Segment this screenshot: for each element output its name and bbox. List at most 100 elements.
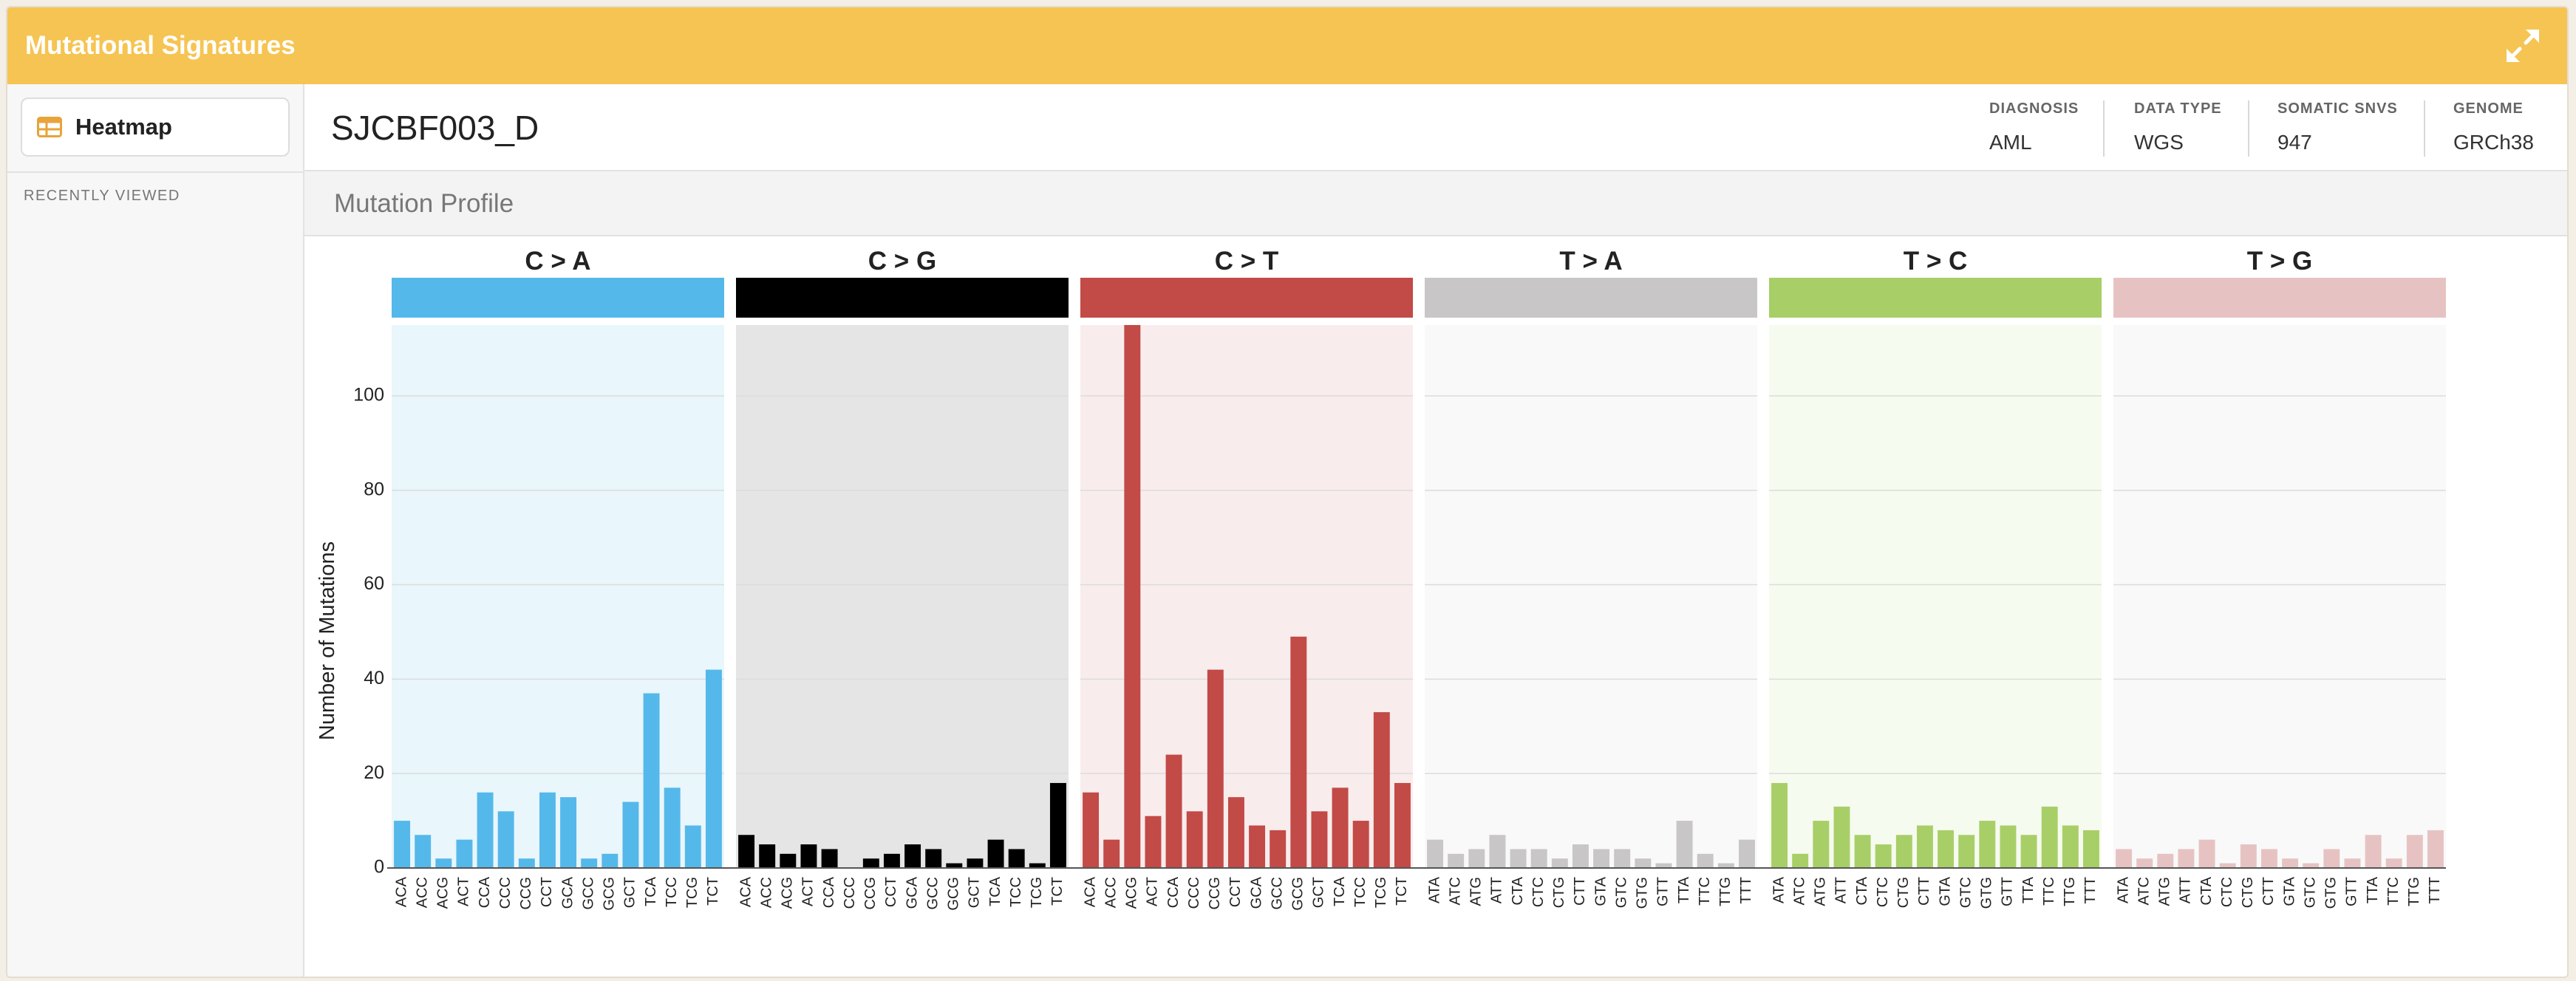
tick-label: ACA (393, 876, 409, 907)
tick-label: GCC (580, 877, 596, 909)
tick-label: TTC (2041, 877, 2057, 906)
bar (904, 844, 921, 868)
bar (2282, 858, 2299, 868)
bar (1207, 669, 1224, 868)
y-tick-label: 0 (374, 857, 384, 878)
bar (1530, 849, 1547, 868)
bar (1854, 835, 1871, 868)
tick-label: GTG (1979, 877, 1995, 909)
tick-label: TTA (2020, 876, 2037, 903)
tick-label: TTG (2406, 877, 2422, 906)
tick-label: TCA (987, 876, 1004, 906)
bar (1249, 825, 1266, 868)
tick-label: ATT (2178, 877, 2194, 903)
tick-label: GTA (2281, 876, 2297, 906)
bar (1593, 849, 1610, 868)
bar (2062, 825, 2079, 868)
bar (643, 693, 660, 868)
meta-divider (2248, 100, 2249, 157)
tick-label: CCA (1165, 876, 1182, 908)
bar (1468, 849, 1485, 868)
tick-label: GCT (967, 877, 983, 908)
tick-label: ACA (737, 876, 754, 907)
bar (1916, 825, 1933, 868)
tick-label: GCT (1311, 877, 1327, 908)
bar (1124, 325, 1141, 868)
tick-label: CCT (1227, 877, 1244, 907)
app-title: Mutational Signatures (25, 31, 296, 60)
sidebar-divider (7, 171, 303, 173)
bar (1833, 806, 1850, 868)
meta-label: DIAGNOSIS (1989, 100, 2079, 117)
bar (1813, 821, 1830, 868)
tick-label: ACG (435, 877, 452, 909)
tick-label: CTG (2240, 877, 2256, 908)
tick-label: ACC (758, 877, 774, 908)
tick-label: ACG (780, 877, 796, 909)
tick-label: CTA (1854, 876, 1870, 905)
y-tick-label: 40 (364, 668, 384, 688)
bar (497, 811, 514, 868)
bar (518, 858, 535, 868)
tick-label: ATA (1426, 876, 1442, 903)
y-axis-label: Number of Mutations (316, 541, 339, 740)
bar (1676, 821, 1693, 868)
tick-label: CTA (1510, 876, 1526, 905)
nav-heatmap-button[interactable]: Heatmap (21, 98, 290, 157)
bar (2219, 863, 2236, 868)
bar (738, 835, 755, 868)
meta-value: AML (1989, 131, 2032, 154)
bar (2082, 830, 2099, 868)
tick-label: CTC (2219, 877, 2235, 907)
bar (821, 849, 838, 868)
panel-title: T > C (1904, 247, 1968, 276)
bar (987, 839, 1004, 868)
bar (2020, 835, 2037, 868)
bar (1771, 782, 1788, 868)
panel-strip (1080, 278, 1413, 318)
bar (2116, 849, 2133, 868)
meta-label: SOMATIC SNVS (2277, 100, 2398, 117)
tick-label: ACT (800, 877, 817, 906)
bar (1145, 816, 1162, 868)
tick-label: TCC (664, 877, 680, 907)
expand-button[interactable] (2501, 24, 2545, 68)
tick-label: ATC (1791, 877, 1807, 906)
tick-label: CTT (2260, 877, 2277, 906)
bar (1875, 844, 1892, 868)
tick-label: GTG (1635, 877, 1651, 909)
bar (1614, 849, 1631, 868)
bar (435, 858, 452, 868)
panel-strip (392, 278, 724, 318)
bar (2240, 844, 2257, 868)
tick-label: CCG (862, 877, 879, 909)
meta-divider (2424, 100, 2425, 157)
bar (925, 849, 942, 868)
tick-label: TCG (684, 877, 701, 908)
tick-label: ATT (1489, 877, 1505, 903)
expand-icon (2507, 30, 2539, 62)
bar (622, 801, 639, 868)
bar (1227, 797, 1244, 868)
bar (684, 825, 701, 868)
bar (1290, 636, 1307, 868)
bar (759, 844, 776, 868)
app-window: Mutational Signatures Heatmap RECENT (6, 6, 2569, 978)
bar (1895, 835, 1912, 868)
tick-label: TCG (1029, 877, 1045, 908)
tick-label: GCA (1248, 876, 1264, 909)
bar (883, 853, 900, 868)
panel-title: T > G (2247, 247, 2313, 276)
bar (2136, 858, 2153, 868)
meta-somatic-snvs: SOMATIC SNVS 947 (2277, 100, 2398, 160)
bar (1083, 792, 1100, 868)
panel-title: C > A (525, 247, 590, 276)
tick-label: TTG (2062, 877, 2078, 906)
tick-label: GCA (559, 876, 576, 909)
bar (2385, 858, 2402, 868)
bar (1427, 839, 1444, 868)
tick-label: GCA (904, 876, 920, 909)
y-tick-label: 60 (364, 573, 384, 594)
bar (477, 792, 494, 868)
